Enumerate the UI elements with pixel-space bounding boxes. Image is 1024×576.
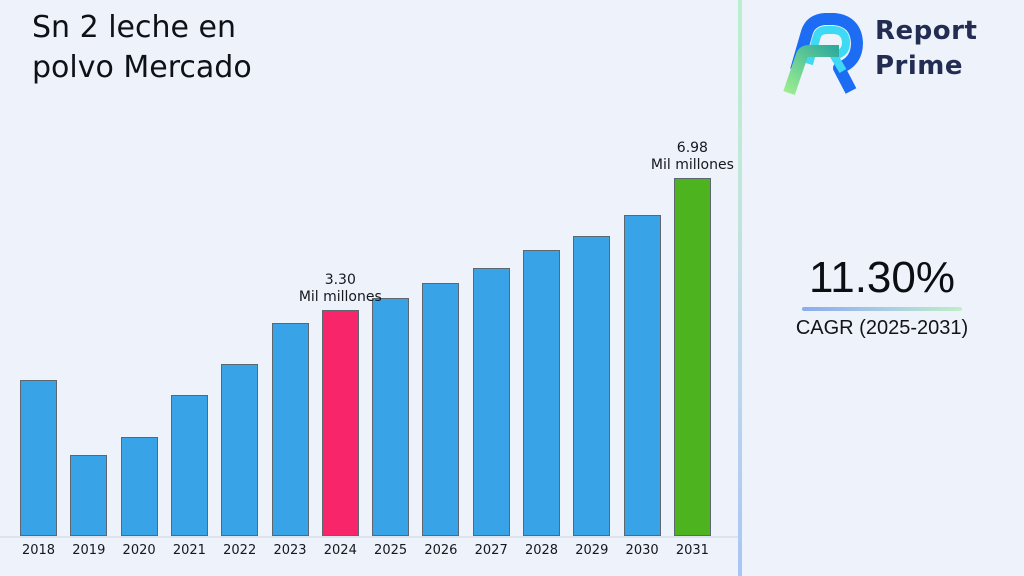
year-label-2022: 2022 [223,543,257,558]
year-label-2027: 2027 [474,543,508,558]
bar-2029 [573,236,611,536]
year-label-2024: 2024 [323,543,357,558]
year-label-2018: 2018 [21,543,56,558]
annotation-2031: 6.98 Mil millones [650,140,734,173]
bar-2027 [472,268,510,536]
bar-2031 [673,178,711,536]
bar-chart-plot-area: 3.30 Mil millones 6.98 Mil millones [0,130,738,538]
year-label-2019: 2019 [72,543,106,558]
bar-2026 [422,283,460,536]
bar-2028 [523,250,560,536]
cagr-callout: 11.30% CAGR (2025-2031) [740,253,1024,340]
cagr-label: CAGR (2025-2031) [795,317,969,339]
year-label-2025: 2025 [374,543,408,558]
bar-2021 [170,395,208,536]
year-label-2030: 2030 [625,543,659,558]
x-axis-baseline [0,536,738,538]
year-label-2023: 2023 [273,543,307,558]
year-label-2021: 2021 [172,543,206,558]
report-prime-logo-icon [783,13,863,95]
year-label-2028: 2028 [524,543,559,558]
bar-2018 [20,380,57,536]
year-label-2029: 2029 [575,543,609,558]
bar-2030 [623,215,661,536]
year-label-2020: 2020 [122,543,156,558]
divider-line [738,0,742,576]
cagr-underline [802,307,962,311]
bar-2025 [372,298,410,536]
bar-2023 [271,323,309,536]
brand-logo: Report Prime [782,8,977,96]
bar-2020 [120,437,158,536]
bar-2024 [321,310,359,536]
year-label-2031: 2031 [675,543,709,558]
bar-2022 [221,364,259,536]
annotation-2024: 3.30 Mil millones [298,272,382,305]
page-title: Sn 2 leche en polvo Mercado [32,10,252,85]
x-axis-year-labels: 2018 2019 2020 2021 2022 2023 2024 2025 2026 2027… [0,543,738,565]
bar-2019 [70,455,108,536]
year-label-2026: 2026 [424,543,458,558]
brand-name: Report Prime [875,16,978,81]
cagr-value: 11.30% [809,253,955,302]
